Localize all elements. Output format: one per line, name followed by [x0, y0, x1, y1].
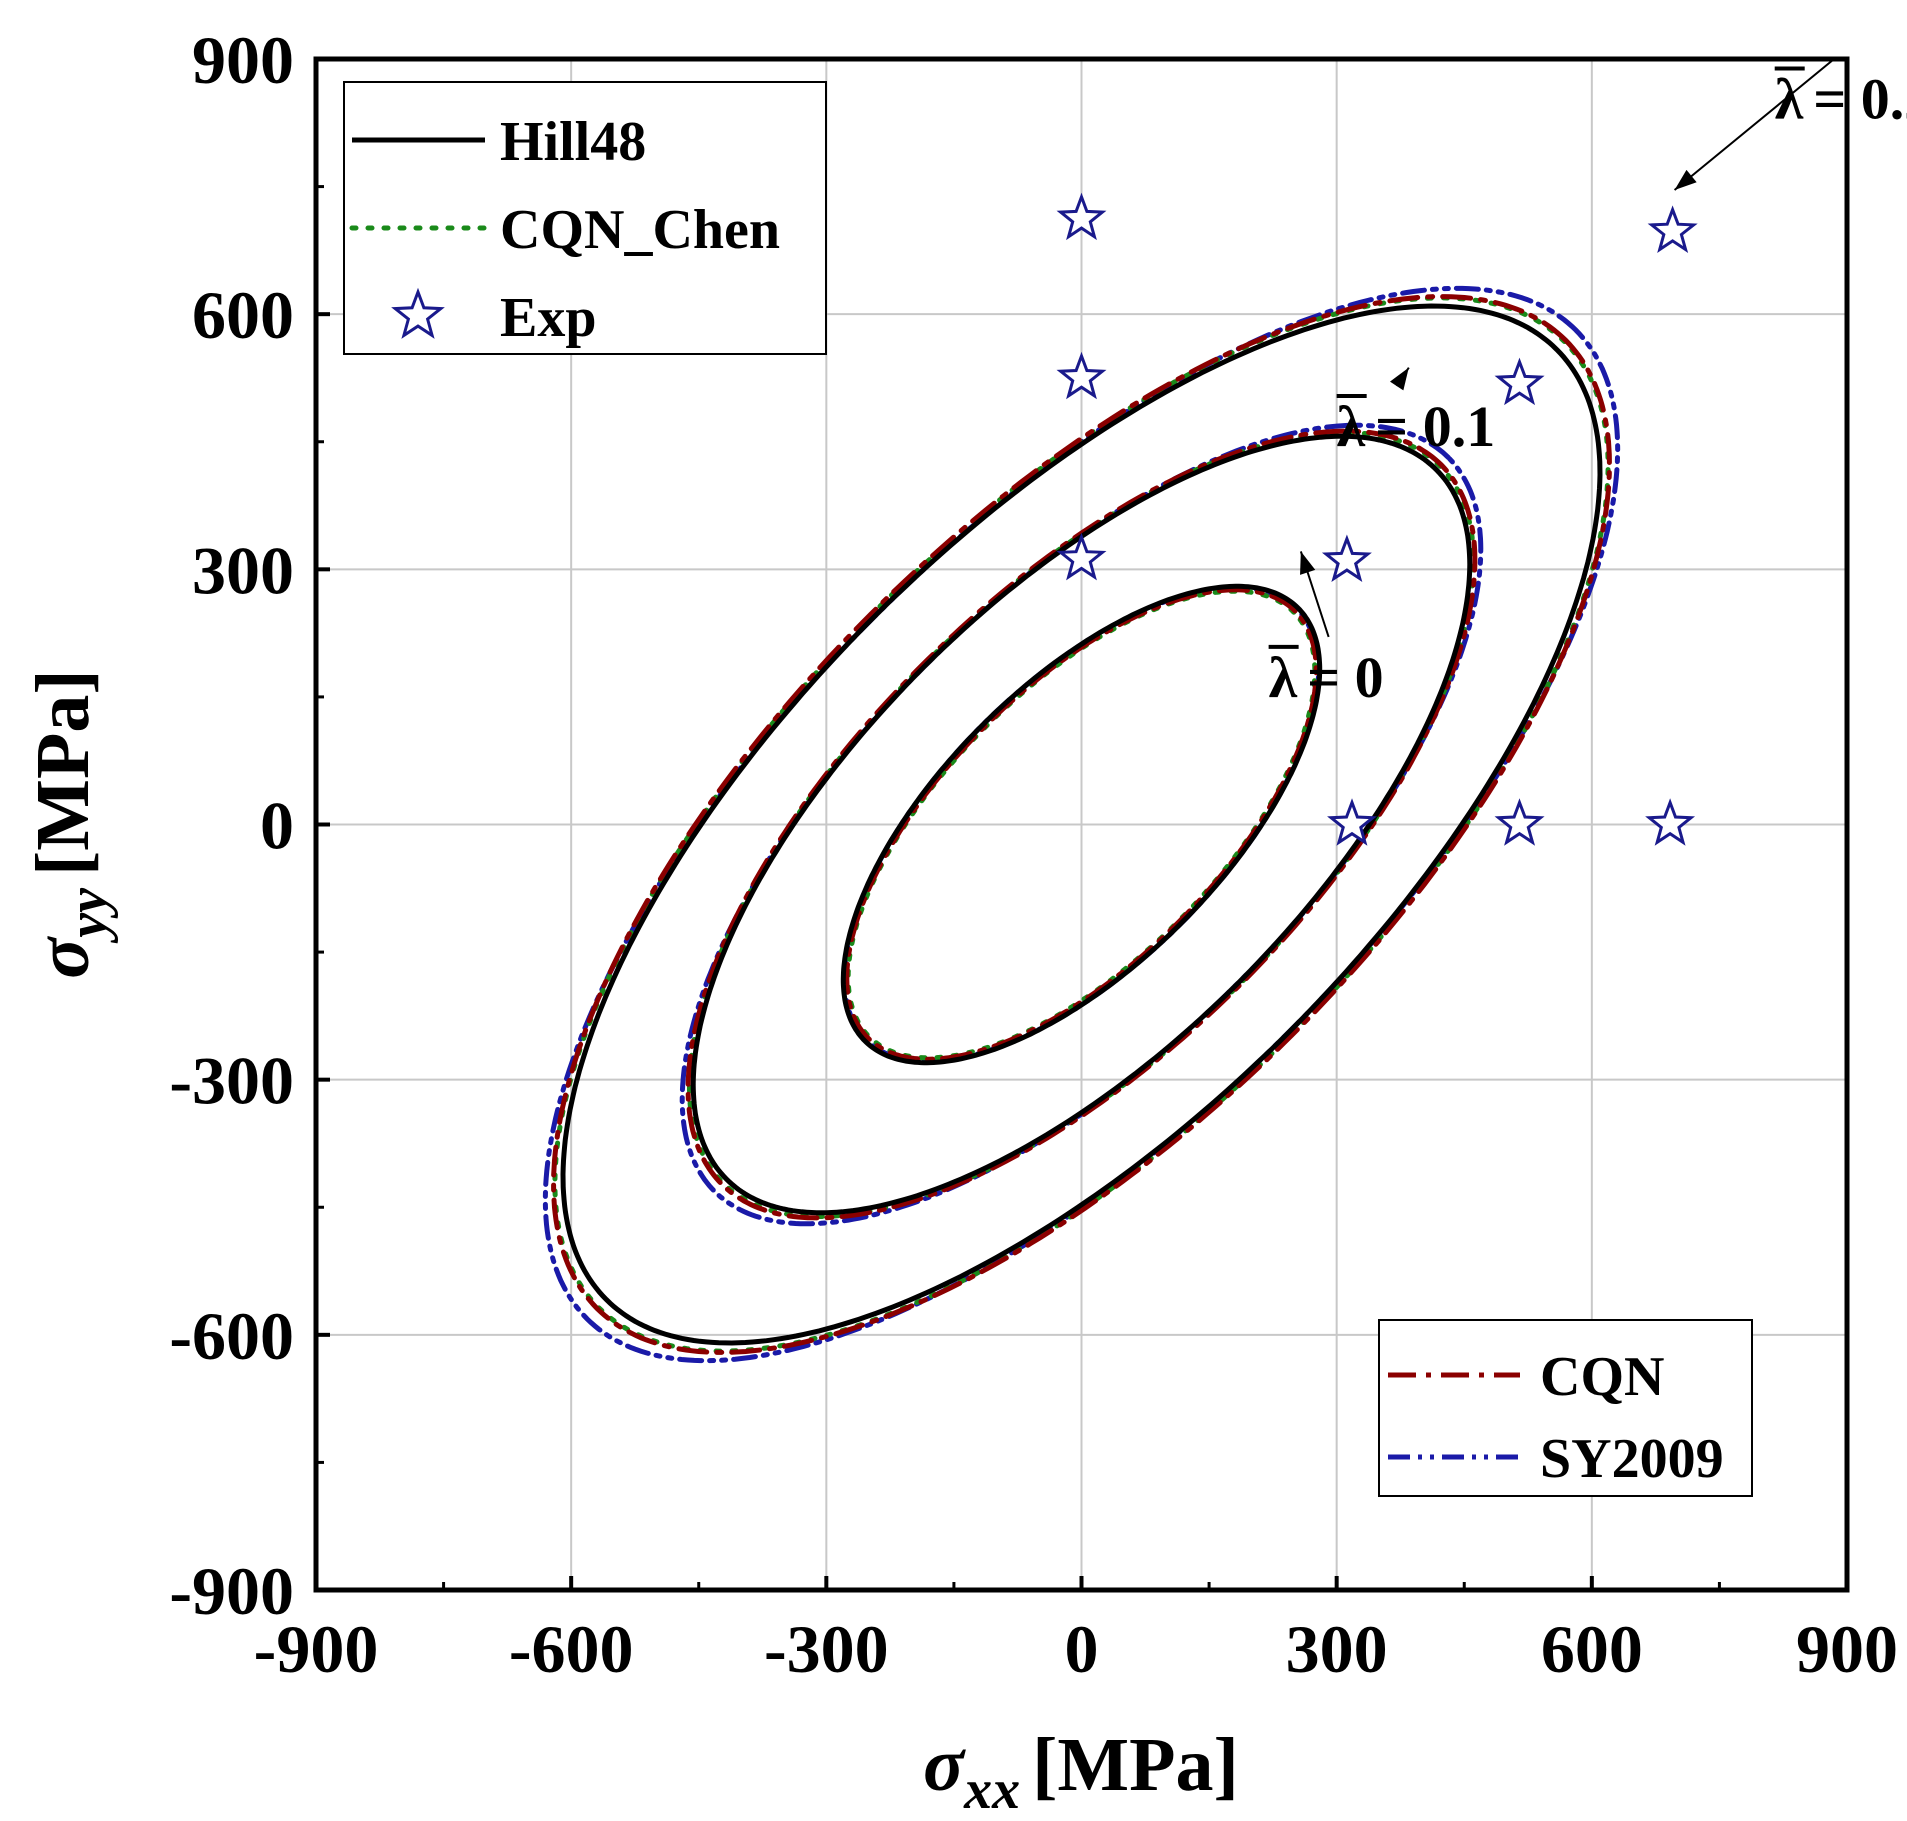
legend-hill48-label: Hill48: [500, 111, 646, 173]
legend-exp-label: Exp: [500, 287, 597, 349]
y-tick-label: 0: [260, 788, 294, 864]
lambda-label: λ = 0: [1269, 645, 1384, 710]
exp-point: [1056, 192, 1107, 241]
curve-cqn-lambda-0.1: [685, 428, 1478, 1221]
annotation-arrowhead: [1390, 367, 1409, 391]
exp-point: [1327, 798, 1377, 846]
lambda-annotations: λ= 0.2 λ= 0.1 λ= 0: [1268, 57, 1907, 710]
curve-cqn-lambda-0: [844, 587, 1319, 1062]
lambda-annotation: λ = 0.1: [1336, 367, 1496, 459]
x-tick-label: -600: [509, 1611, 634, 1687]
x-tick-labels: -900 -600 -300 0 300 600 900: [254, 1611, 1898, 1687]
x-tick-label: 600: [1541, 1611, 1643, 1687]
y-tick-label: 900: [192, 22, 294, 98]
legend-cqn-label: CQN: [1540, 1346, 1664, 1408]
curve-hill48-lambda-0.2: [560, 303, 1603, 1346]
x-tick-label: 300: [1286, 1611, 1388, 1687]
y-tick-label: 600: [192, 277, 294, 353]
y-tick-label: -600: [169, 1298, 294, 1374]
legend-cqn-chen-label: CQN_Chen: [500, 199, 780, 261]
curve-hill48-lambda-0: [840, 583, 1323, 1066]
exp-point: [1321, 534, 1372, 583]
exp-point: [1056, 532, 1107, 581]
y-tick-label: -900: [169, 1553, 294, 1629]
lambda-annotation: λ= 0.2: [1673, 57, 1907, 191]
lambda-annotation: λ = 0: [1268, 551, 1384, 710]
legend-top-left: Hill48 CQN_Chen Exp: [343, 81, 827, 355]
x-tick-label: -900: [254, 1611, 379, 1687]
axis-ticks: [314, 57, 1849, 1592]
curve-cqn-lambda-0.2: [551, 294, 1612, 1355]
y-tick-labels: -900 -600 -300 0 300 600 900: [169, 22, 294, 1629]
lambda-label: λ= 0.2: [1775, 67, 1907, 132]
y-tick-label: -300: [169, 1043, 294, 1119]
x-tick-label: 900: [1796, 1611, 1898, 1687]
legend-exp-star: [391, 287, 445, 339]
x-tick-label: -300: [764, 1611, 889, 1687]
curve-hill48-lambda-0.1: [690, 433, 1473, 1216]
yield-curves: [542, 285, 1621, 1364]
legend-bottom-right-box: [1378, 1319, 1753, 1497]
exp-point: [1494, 798, 1545, 846]
legend-bottom-right: CQN SY2009: [1378, 1319, 1753, 1497]
y-tick-label: 300: [192, 532, 294, 608]
annotation-arrowhead: [1300, 551, 1316, 575]
exp-point: [1056, 351, 1107, 400]
lambda-label: λ = 0.1: [1337, 394, 1496, 459]
annotation-arrow: [1673, 57, 1836, 191]
exp-point: [1647, 205, 1698, 253]
y-axis-title: σyy[MPa]: [21, 669, 119, 978]
x-tick-label: 0: [1065, 1611, 1099, 1687]
legend-sy2009-label: SY2009: [1540, 1428, 1724, 1490]
annotation-arrowhead: [1674, 169, 1697, 191]
exp-markers: [1056, 192, 1698, 846]
exp-point: [1494, 357, 1545, 406]
exp-point: [1645, 798, 1696, 846]
x-axis-title: σxx [MPa]: [923, 1723, 1239, 1821]
